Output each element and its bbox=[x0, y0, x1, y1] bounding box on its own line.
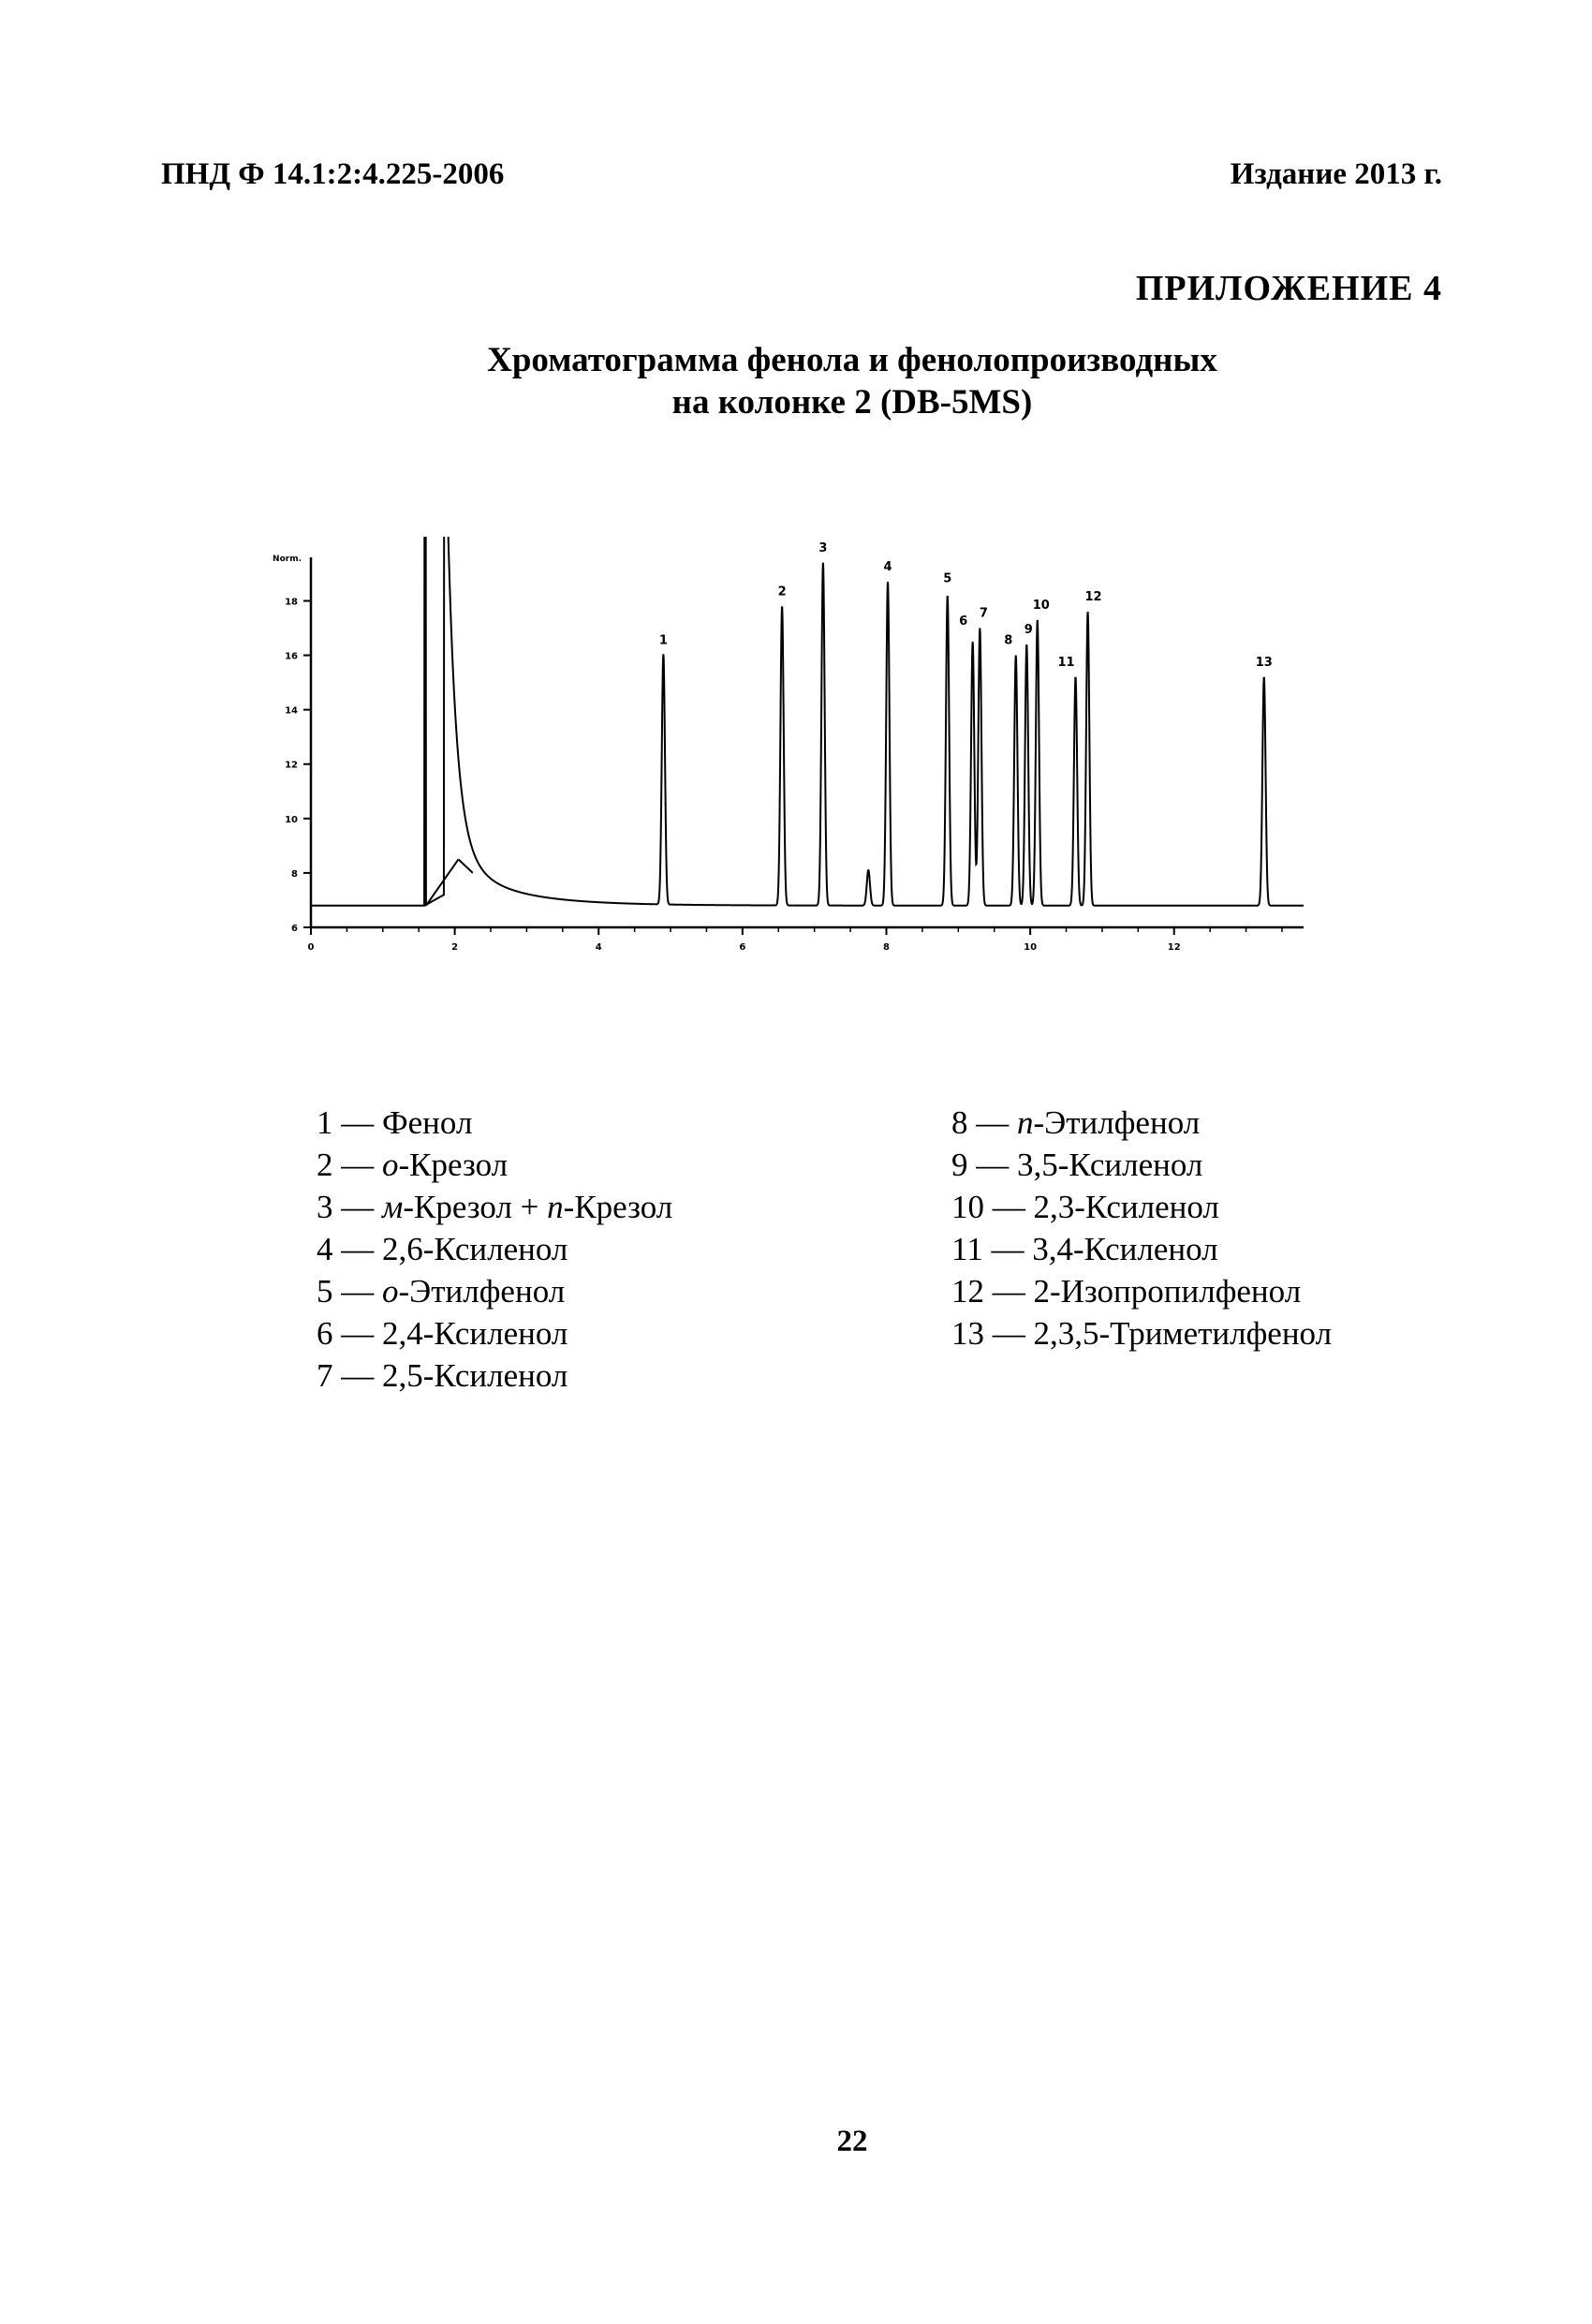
legend-item: 1 — Фенол bbox=[317, 1104, 473, 1141]
x-tick-label: 6 bbox=[739, 942, 745, 953]
peak-label: 6 bbox=[959, 614, 967, 629]
peak-label: 1 bbox=[659, 634, 668, 648]
x-tick-label: 10 bbox=[1024, 942, 1037, 953]
chart-title: Хроматограмма фенола и фенолопроизводных… bbox=[0, 339, 1592, 423]
chart-title-line-2: на колонке 2 (DB-5MS) bbox=[671, 383, 1033, 422]
peak-label: 4 bbox=[884, 560, 892, 574]
legend-right-column: 8 — п-Этилфенол 9 — 3,5-Ксиленол 10 — 2,… bbox=[951, 1102, 1332, 1354]
x-tick-label: 12 bbox=[1168, 942, 1181, 953]
legend-item: 7 — 2,5-Ксиленол bbox=[317, 1357, 568, 1394]
peak-label: 10 bbox=[1033, 599, 1050, 613]
y-tick-label: 14 bbox=[285, 706, 298, 717]
legend-item: 10 — 2,3-Ксиленол bbox=[951, 1189, 1219, 1225]
y-axis-label: Norm. bbox=[273, 555, 302, 564]
solvent-baseline bbox=[457, 858, 474, 874]
peak-label: 9 bbox=[1024, 623, 1033, 637]
y-tick-label: 10 bbox=[285, 815, 298, 825]
legend-item: 3 — м-Крезол + п-Крезол bbox=[317, 1189, 673, 1225]
peak-label: 7 bbox=[980, 607, 988, 621]
y-tick-label: 12 bbox=[285, 761, 298, 771]
legend-item: 5 — о-Этилфенол bbox=[317, 1273, 566, 1310]
y-tick-label: 6 bbox=[291, 924, 298, 934]
y-tick-label: 8 bbox=[291, 869, 298, 880]
solvent-baseline bbox=[425, 858, 460, 907]
legend-item: 6 — 2,4-Ксиленол bbox=[317, 1315, 568, 1352]
peak-label: 3 bbox=[818, 541, 827, 555]
peak-label: 8 bbox=[1004, 634, 1012, 648]
peak-label: 12 bbox=[1085, 590, 1102, 604]
x-tick-label: 2 bbox=[451, 942, 458, 953]
legend-left-column: 1 — Фенол 2 — о-Крезол 3 — м-Крезол + п-… bbox=[317, 1102, 672, 1397]
chromatogram-line bbox=[311, 537, 1304, 907]
y-tick-label: 18 bbox=[285, 597, 298, 607]
appendix-heading: ПРИЛОЖЕНИЕ 4 bbox=[1135, 269, 1442, 308]
peak-label: 11 bbox=[1057, 656, 1074, 670]
peak-label: 13 bbox=[1256, 656, 1273, 670]
legend-item: 8 — п-Этилфенол bbox=[951, 1104, 1201, 1141]
x-tick-label: 4 bbox=[596, 942, 602, 953]
x-tick-label: 0 bbox=[308, 942, 315, 953]
legend-item: 11 — 3,4-Ксиленол bbox=[951, 1231, 1218, 1267]
legend-item: 13 — 2,3,5-Триметилфенол bbox=[951, 1315, 1333, 1352]
chromatogram-trace bbox=[311, 537, 1304, 907]
x-tick-label: 8 bbox=[883, 942, 890, 953]
document-code: ПНД Ф 14.1:2:4.225-2006 bbox=[161, 157, 505, 191]
y-tick-label: 16 bbox=[285, 652, 298, 662]
peak-label: 5 bbox=[943, 572, 951, 586]
legend-item: 12 — 2-Изопропилфенол bbox=[951, 1273, 1302, 1310]
peak-label: 2 bbox=[778, 585, 787, 599]
legend-item: 9 — 3,5-Ксиленол bbox=[951, 1147, 1203, 1183]
edition-label: Издание 2013 г. bbox=[1230, 157, 1442, 191]
chart-title-line-1: Хроматограмма фенола и фенолопроизводных bbox=[487, 341, 1217, 379]
legend-item: 2 — о-Крезол bbox=[317, 1147, 509, 1183]
legend-item: 4 — 2,6-Ксиленол bbox=[317, 1231, 568, 1267]
page-number: 22 bbox=[836, 2124, 868, 2158]
